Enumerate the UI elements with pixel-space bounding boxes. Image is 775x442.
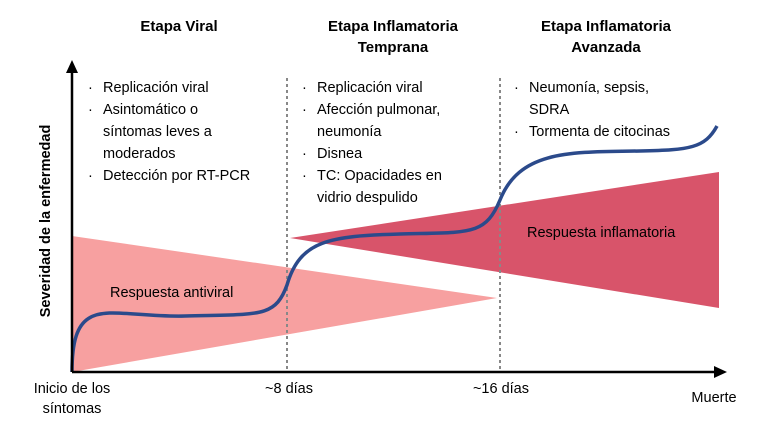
bullet-dot: · bbox=[88, 168, 93, 184]
bullet-dot: · bbox=[302, 80, 307, 96]
bullet-dot: · bbox=[302, 168, 307, 184]
inflammatory-response-label: Respuesta inflamatoria bbox=[527, 225, 676, 241]
inflammatory-response-wedge bbox=[290, 172, 719, 308]
bullet-dot: · bbox=[514, 80, 519, 96]
bullet-dot: · bbox=[302, 102, 307, 118]
tick-label-layer: Inicio de los síntomas ~8 días ~16 días bbox=[34, 381, 529, 417]
x-axis bbox=[72, 366, 727, 378]
bullet-text: SDRA bbox=[529, 102, 570, 118]
phase-title: Etapa Inflamatoria bbox=[328, 18, 459, 35]
bullet-text: Asintomático o bbox=[103, 102, 198, 118]
bullet-text: Disnea bbox=[317, 146, 363, 162]
x-axis-end-label: Muerte bbox=[691, 390, 736, 406]
bullet-dot: · bbox=[88, 102, 93, 118]
antiviral-response-wedge bbox=[72, 236, 497, 372]
phase-text-layer: Etapa Viral · Replicación viral · Asintomáti… bbox=[88, 18, 672, 206]
bullet-text: Replicación viral bbox=[317, 80, 423, 96]
x-axis-tick-label: ~16 días bbox=[473, 381, 529, 397]
phase-title: Avanzada bbox=[571, 39, 641, 56]
bullet-text: TC: Opacidades en bbox=[317, 168, 442, 184]
x-axis-tick-label: síntomas bbox=[43, 401, 102, 417]
bullet-text: neumonía bbox=[317, 124, 382, 140]
bullet-dot: · bbox=[514, 124, 519, 140]
bullet-dot: · bbox=[88, 80, 93, 96]
bullet-text: vidrio despulido bbox=[317, 190, 418, 206]
bullet-dot: · bbox=[302, 146, 307, 162]
phase-title: Etapa Inflamatoria bbox=[541, 18, 672, 35]
phase-title: Etapa Viral bbox=[140, 18, 217, 35]
phase-title: Temprana bbox=[358, 39, 429, 56]
bullet-text: Detección por RT-PCR bbox=[103, 168, 250, 184]
x-axis-tick-label: ~8 días bbox=[265, 381, 313, 397]
bullet-text: Replicación viral bbox=[103, 80, 209, 96]
antiviral-response-label: Respuesta antiviral bbox=[110, 285, 233, 301]
bullet-text: Afección pulmonar, bbox=[317, 102, 440, 118]
y-axis bbox=[66, 60, 78, 372]
bullet-text: moderados bbox=[103, 146, 176, 162]
bullet-text: Tormenta de citocinas bbox=[529, 124, 670, 140]
x-axis-tick-label: Inicio de los bbox=[34, 381, 111, 397]
y-axis-label: Severidad de la enfermedad bbox=[38, 125, 54, 318]
severity-curve bbox=[70, 125, 719, 373]
bullet-text: síntomas leves a bbox=[103, 124, 213, 140]
bullet-text: Neumonía, sepsis, bbox=[529, 80, 649, 96]
